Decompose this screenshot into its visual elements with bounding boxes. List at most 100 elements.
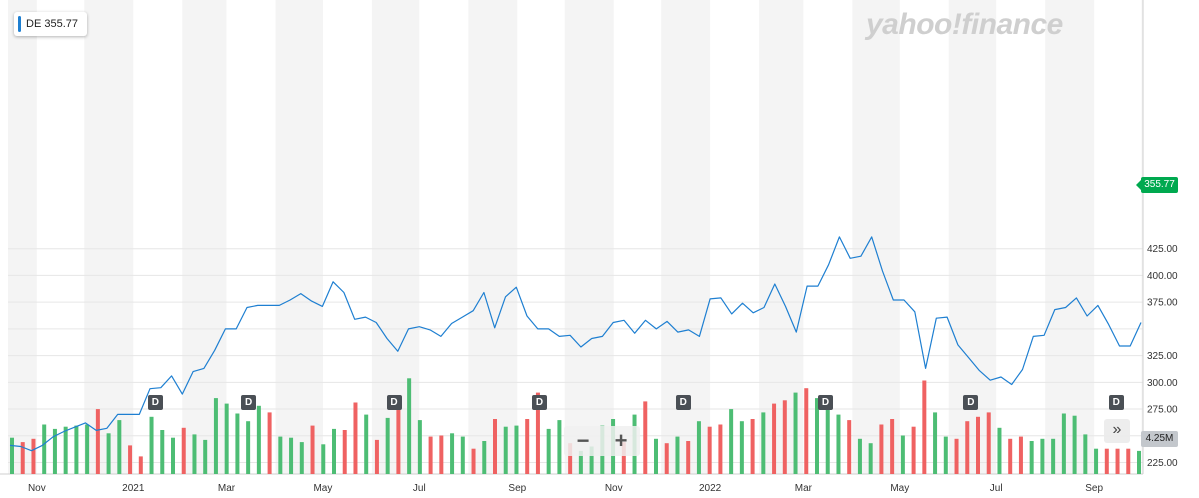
symbol-badge[interactable]: DE 355.77 xyxy=(14,12,87,36)
volume-bar xyxy=(557,420,562,474)
volume-bar xyxy=(815,398,819,474)
volume-bar xyxy=(836,414,841,474)
volume-bar xyxy=(460,436,465,474)
volume-bar xyxy=(686,441,691,474)
volume-bars xyxy=(10,378,1141,474)
volume-bar xyxy=(181,427,186,474)
volume-bar xyxy=(1137,450,1141,474)
month-band xyxy=(468,0,518,474)
x-tick-label: May xyxy=(890,483,909,494)
volume-bar xyxy=(235,413,240,474)
volume-bar xyxy=(503,426,508,474)
volume-bar xyxy=(1094,448,1099,474)
volume-bar xyxy=(643,401,648,474)
dividend-marker[interactable]: D xyxy=(147,395,163,410)
volume-bar xyxy=(900,435,905,474)
volume-bar xyxy=(718,424,723,474)
dividend-marker[interactable]: D xyxy=(386,395,402,410)
volume-bar xyxy=(1126,448,1131,474)
volume-bar xyxy=(95,409,100,474)
volume-bar xyxy=(299,442,304,474)
dividend-marker[interactable]: D xyxy=(675,395,691,410)
volume-bar xyxy=(353,402,358,474)
y-tick-label: 300.00 xyxy=(1147,378,1178,389)
volume-tag: 4.25M xyxy=(1141,431,1178,447)
y-tick-label: 400.00 xyxy=(1147,271,1178,282)
volume-bar xyxy=(1115,448,1120,474)
dividend-marker[interactable]: D xyxy=(963,395,979,410)
volume-bar xyxy=(1018,436,1023,474)
volume-bar xyxy=(10,437,14,474)
volume-bar xyxy=(417,420,422,474)
volume-bar xyxy=(1072,415,1077,474)
volume-bar xyxy=(525,419,530,474)
volume-bar xyxy=(922,380,927,474)
volume-bar xyxy=(138,456,143,474)
volume-bar xyxy=(1061,413,1066,474)
dividend-marker[interactable]: D xyxy=(531,395,547,410)
y-tick-label: 225.00 xyxy=(1147,458,1178,469)
volume-bar xyxy=(879,424,884,474)
volume-bar xyxy=(471,448,476,474)
month-band xyxy=(8,0,37,474)
volume-bar xyxy=(750,419,755,474)
volume-bar xyxy=(890,419,895,474)
zoom-in-button[interactable]: + xyxy=(614,428,628,453)
volume-bar xyxy=(63,426,68,474)
volume-bar xyxy=(976,416,980,474)
last-price-tag: 355.77 xyxy=(1136,177,1178,193)
volume-bar xyxy=(439,435,444,474)
x-tick-label: Sep xyxy=(1085,483,1103,494)
volume-bar xyxy=(535,392,540,474)
volume-bar xyxy=(31,438,36,474)
volume-bar xyxy=(761,412,766,474)
dividend-marker[interactable]: D xyxy=(817,395,833,410)
volume-bar xyxy=(1051,438,1056,474)
volume-bar xyxy=(310,425,315,474)
volume-bar xyxy=(675,436,680,474)
volume-bar xyxy=(52,428,57,474)
zoom-out-button[interactable]: − xyxy=(576,428,590,453)
volume-bar xyxy=(868,443,873,474)
volume-bar xyxy=(568,443,573,474)
volume-bar xyxy=(1083,434,1088,474)
scroll-right-button[interactable]: » xyxy=(1104,419,1130,443)
x-tick-label: 2022 xyxy=(699,483,722,494)
volume-bar xyxy=(407,378,412,474)
volume-bar xyxy=(289,437,294,474)
dividend-marker[interactable]: D xyxy=(241,395,257,410)
volume-bar xyxy=(911,426,916,474)
y-tick-label: 325.00 xyxy=(1147,351,1178,362)
volume-bar xyxy=(739,421,744,474)
volume-bar xyxy=(106,433,111,474)
volume-bar xyxy=(117,420,122,474)
x-tick-label: Mar xyxy=(218,483,236,494)
volume-bar xyxy=(428,436,433,474)
volume-bar xyxy=(793,392,798,474)
y-tick-label: 275.00 xyxy=(1147,405,1178,416)
volume-bar xyxy=(804,388,809,474)
volume-bar xyxy=(149,416,154,474)
volume-bar xyxy=(578,450,583,474)
y-tick-label: 425.00 xyxy=(1147,244,1178,255)
volume-bar xyxy=(664,443,669,474)
volume-bar xyxy=(1104,448,1109,474)
x-tick-label: Sep xyxy=(508,483,526,494)
volume-bar xyxy=(782,400,787,474)
volume-bar xyxy=(772,403,777,474)
month-band xyxy=(275,0,323,474)
volume-bar xyxy=(374,439,379,474)
volume-bar xyxy=(85,424,90,474)
month-band xyxy=(1045,0,1095,474)
x-tick-label: Mar xyxy=(795,483,813,494)
volume-bar xyxy=(278,436,283,474)
dividend-marker[interactable]: D xyxy=(1108,395,1124,410)
month-band xyxy=(852,0,900,474)
volume-bar xyxy=(192,434,197,474)
volume-bar xyxy=(321,444,326,474)
volume-bar xyxy=(332,428,336,474)
volume-bar xyxy=(74,425,79,474)
zoom-controls: − + xyxy=(564,426,640,456)
